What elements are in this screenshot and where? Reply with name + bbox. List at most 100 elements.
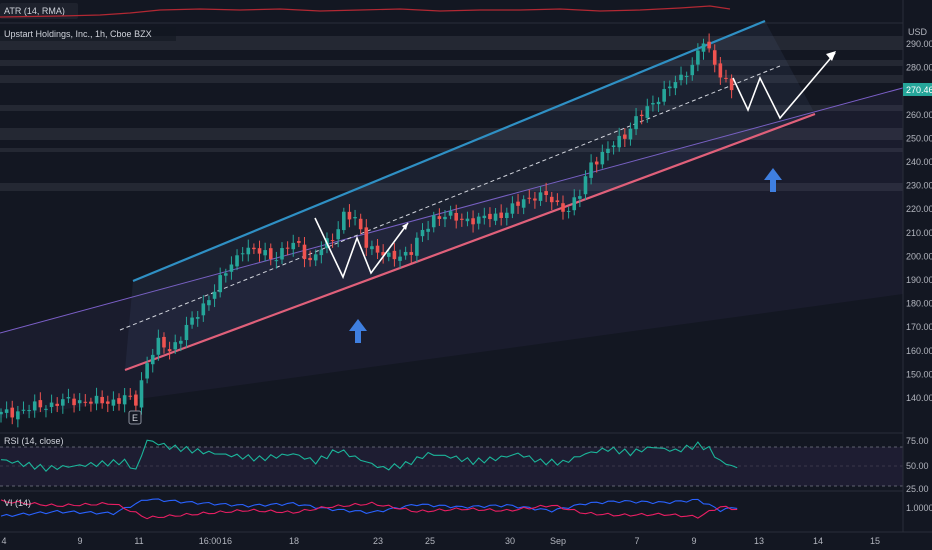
candle xyxy=(594,156,599,173)
candle xyxy=(128,388,133,400)
candle xyxy=(510,196,515,219)
candle xyxy=(4,401,9,419)
price-tick-label: 190.00 xyxy=(906,275,932,285)
candle xyxy=(330,233,335,248)
rsi-tick-label: 25.00 xyxy=(906,484,929,494)
time-tick-label: 11 xyxy=(134,536,143,546)
price-panel: E Upstart Holdings, Inc., 1h, Cboe BZX xyxy=(0,19,932,428)
w-pattern-arrow-head xyxy=(402,223,408,230)
price-tick-label: 240.00 xyxy=(906,157,932,167)
candle xyxy=(10,400,15,425)
time-tick-label: 9 xyxy=(691,536,696,546)
candle xyxy=(448,205,453,220)
candle xyxy=(454,204,459,229)
time-tick-label: 14 xyxy=(813,536,823,546)
candle xyxy=(549,191,554,211)
projection-path xyxy=(732,52,836,120)
up-arrow-icon xyxy=(764,168,782,192)
earnings-marker-label: E xyxy=(132,413,138,423)
candle xyxy=(583,170,588,200)
candle xyxy=(195,310,200,327)
rsi-panel: RSI (14, close) xyxy=(0,432,903,487)
candle xyxy=(707,33,711,53)
candle xyxy=(21,401,26,414)
rsi-tick-label: 75.00 xyxy=(906,436,929,446)
price-tick-label: 160.00 xyxy=(906,346,932,356)
rsi-tick-label: 50.00 xyxy=(906,461,929,471)
price-tick-label: 280.00 xyxy=(906,63,932,73)
outer-channel-fill xyxy=(0,80,932,418)
candle xyxy=(336,221,340,248)
rsi-line xyxy=(0,439,738,473)
candle xyxy=(403,246,408,260)
candle xyxy=(190,311,194,329)
candle xyxy=(89,397,93,412)
candle xyxy=(150,348,155,373)
candle xyxy=(291,234,296,257)
candle xyxy=(302,237,307,268)
candle xyxy=(353,209,357,226)
candle xyxy=(527,189,532,204)
candle xyxy=(555,193,560,206)
candle xyxy=(347,204,352,228)
candle xyxy=(471,210,475,233)
candle xyxy=(94,387,99,411)
candle xyxy=(651,95,655,112)
time-tick-label: 15 xyxy=(870,536,880,546)
price-tick-label: 200.00 xyxy=(906,251,932,261)
candle xyxy=(712,44,717,73)
candle xyxy=(257,240,262,262)
candle xyxy=(386,248,391,262)
candle xyxy=(460,213,464,227)
atr-line xyxy=(0,5,731,18)
candle xyxy=(589,154,593,185)
candle xyxy=(639,110,644,125)
candle xyxy=(27,404,31,419)
candle xyxy=(673,75,678,96)
candle xyxy=(662,80,666,106)
earnings-marker[interactable]: E xyxy=(128,410,142,425)
candle xyxy=(100,390,104,409)
vi-minus-line xyxy=(0,499,738,520)
time-tick-label: 18 xyxy=(289,536,299,546)
candle xyxy=(201,295,206,322)
candle xyxy=(66,388,71,404)
candle xyxy=(656,97,661,112)
candle xyxy=(375,238,380,259)
candle xyxy=(645,98,650,123)
up-arrow-icon xyxy=(349,319,367,343)
candle xyxy=(122,387,127,413)
price-tick-label: 150.00 xyxy=(906,369,932,379)
vi-ticks: 1.0000 xyxy=(906,503,932,513)
price-tick-label: 220.00 xyxy=(906,204,932,214)
candle xyxy=(538,186,543,206)
candle xyxy=(184,316,189,348)
candle xyxy=(49,394,54,414)
projection-arrow-head xyxy=(826,51,836,61)
candle xyxy=(493,208,498,226)
candle xyxy=(268,243,273,266)
candle xyxy=(83,394,88,407)
symbol-label: Upstart Holdings, Inc., 1h, Cboe BZX xyxy=(4,29,152,39)
candle xyxy=(381,244,385,264)
candle xyxy=(252,243,256,255)
candle xyxy=(285,241,290,256)
candle xyxy=(358,213,363,235)
candle xyxy=(162,332,166,354)
candle xyxy=(370,240,374,256)
time-tick-label: 16:00 xyxy=(199,536,222,546)
price-tick-label: 170.00 xyxy=(906,322,932,332)
last-price-label: 270.46 xyxy=(906,85,932,95)
candle xyxy=(431,211,436,233)
candle xyxy=(628,122,633,146)
candle xyxy=(38,392,43,413)
time-tick-label: 25 xyxy=(425,536,435,546)
time-tick-label: 9 xyxy=(77,536,82,546)
candle xyxy=(32,394,37,418)
candle xyxy=(145,356,149,384)
atr-panel: ATR (14, RMA) xyxy=(0,3,903,24)
candle xyxy=(634,107,638,136)
candle xyxy=(61,393,65,414)
candle xyxy=(465,211,470,227)
